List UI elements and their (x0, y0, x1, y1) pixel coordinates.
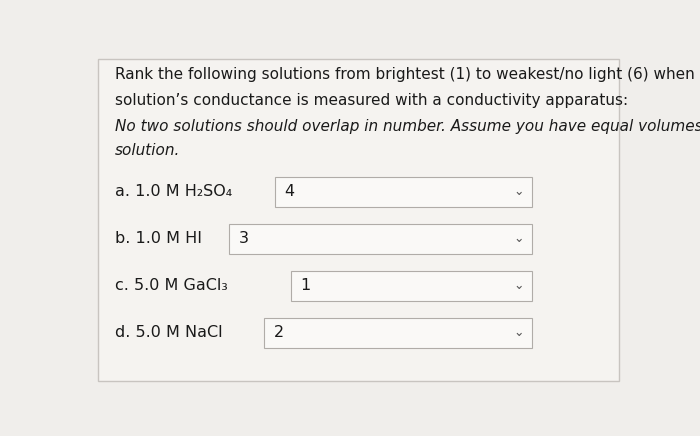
Text: d. 5.0 M NaCl: d. 5.0 M NaCl (115, 325, 223, 340)
FancyBboxPatch shape (98, 59, 619, 382)
Text: ⌄: ⌄ (514, 185, 524, 198)
FancyBboxPatch shape (264, 317, 532, 348)
FancyBboxPatch shape (291, 270, 532, 301)
Text: solution’s conductance is measured with a conductivity apparatus:: solution’s conductance is measured with … (115, 92, 628, 108)
Text: Rank the following solutions from brightest (1) to weakest/no light (6) when the: Rank the following solutions from bright… (115, 68, 700, 82)
Text: ⌄: ⌄ (514, 232, 524, 245)
Text: 2: 2 (274, 325, 284, 340)
Text: 4: 4 (284, 184, 295, 199)
Text: c. 5.0 M GaCl₃: c. 5.0 M GaCl₃ (115, 278, 228, 293)
Text: b. 1.0 M HI: b. 1.0 M HI (115, 231, 202, 246)
Text: a. 1.0 M H₂SO₄: a. 1.0 M H₂SO₄ (115, 184, 232, 199)
Text: ⌄: ⌄ (514, 279, 524, 292)
Text: 3: 3 (238, 231, 248, 246)
Text: ⌄: ⌄ (514, 326, 524, 339)
FancyBboxPatch shape (274, 177, 532, 207)
Text: No two solutions should overlap in number. Assume you have equal volumes of each: No two solutions should overlap in numbe… (115, 119, 700, 134)
FancyBboxPatch shape (228, 224, 532, 254)
Text: solution.: solution. (115, 143, 180, 158)
Text: 1: 1 (301, 278, 311, 293)
